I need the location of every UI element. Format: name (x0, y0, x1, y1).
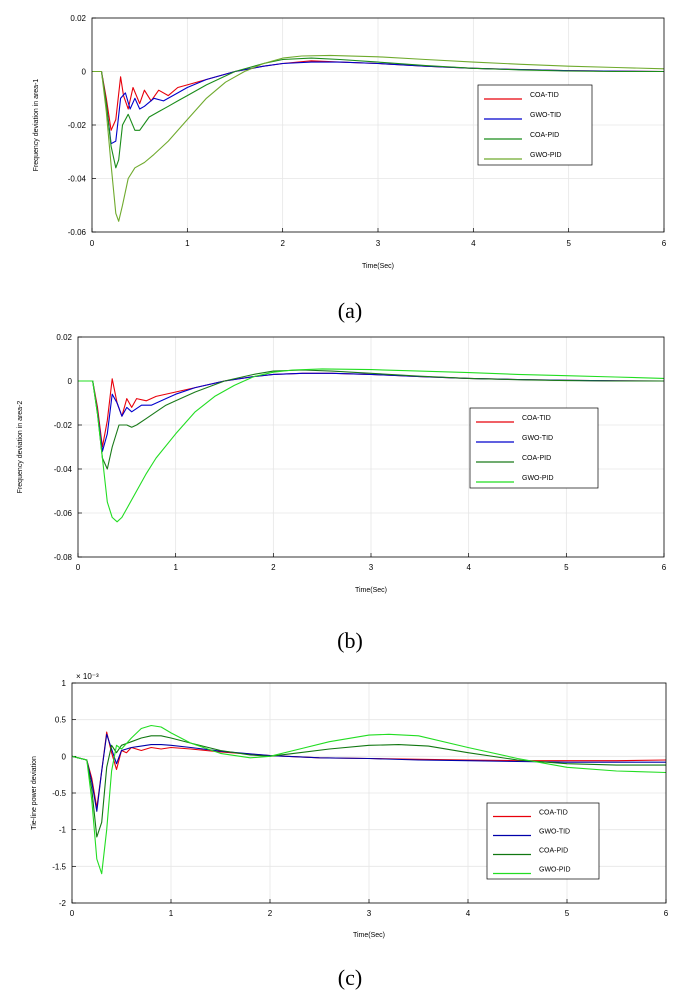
legend-box (477, 84, 593, 166)
legend-entry: GWO-PID (522, 475, 554, 482)
series-line-gwo-pid (78, 368, 664, 523)
x-tick-label: 2 (268, 909, 273, 918)
y-tick-label: -0.06 (54, 509, 73, 518)
series-line-gwo-pid (92, 54, 664, 222)
y-tick-label: 0 (82, 68, 87, 77)
legend-box (486, 802, 600, 880)
y-tick-label: 0 (62, 752, 67, 761)
series-line-coa-pid (78, 369, 664, 470)
panel-sub-label: (a) (338, 298, 362, 323)
plot-frame (71, 682, 667, 904)
plot-frame (91, 17, 665, 233)
chart-panel-1: 0 1 2 3 4 5 6 0.02 0 -0.02 -0.04 -0.06 Time(Sec) Freq… (33, 14, 667, 323)
x-tick-label: 6 (662, 239, 667, 248)
x-tick-label: 2 (271, 563, 276, 572)
chart-panel-3: 0 1 2 3 4 5 6 1 0.5 0 -0.5 -1 -1.5 -2 Time(Sec) Tie-lin… (31, 672, 669, 990)
panel-sub-label: (b) (337, 628, 363, 653)
x-tick-label: 0 (90, 239, 95, 248)
y-tick-label: 0.5 (55, 716, 67, 725)
chart-panel-2: 0 1 2 3 4 5 6 0.02 0 -0.02 -0.04 -0.06 -0.08 Time(Sec… (17, 333, 667, 653)
legend: COA-TID GWO-TID COA-PID GWO-PID (486, 802, 600, 880)
x-tick-label: 1 (169, 909, 174, 918)
x-tick-label: 5 (566, 239, 571, 248)
series-line-gwo-tid (72, 733, 666, 812)
y-tick-label: -0.08 (54, 553, 73, 562)
y-axis-label: Frequency deviation in area-1 (33, 79, 40, 172)
y-tick-label: 0.02 (56, 333, 72, 342)
y-tick-label: -0.02 (54, 421, 73, 430)
y-tick-label: -2 (59, 899, 67, 908)
legend-entry: GWO-TID (530, 112, 561, 119)
y-tick-label: 1 (62, 679, 67, 688)
x-tick-label: 4 (471, 239, 476, 248)
panel-sub-label: (c) (338, 965, 362, 990)
y-tick-label: -0.02 (68, 121, 87, 130)
x-tick-label: 6 (662, 563, 667, 572)
x-axis-label: Time(Sec) (362, 263, 394, 270)
y-axis-label: Tie-line power deviation (31, 756, 38, 830)
legend-entry: COA-TID (530, 92, 559, 99)
y-axis-label: Frequency deviation in area-2 (17, 401, 24, 494)
legend-entry: COA-TID (522, 415, 551, 422)
x-tick-label: 0 (76, 563, 81, 572)
x-tick-label: 5 (565, 909, 570, 918)
plot-frame (77, 336, 665, 558)
x-tick-label: 0 (70, 909, 75, 918)
x-tick-label: 3 (369, 563, 374, 572)
series-line-gwo-pid (72, 724, 666, 875)
x-tick-label: 6 (664, 909, 669, 918)
legend-box (469, 407, 599, 489)
x-tick-label: 1 (173, 563, 178, 572)
x-axis-label: Time(Sec) (355, 587, 387, 594)
legend-entry: COA-PID (530, 132, 559, 139)
legend: COA-TID GWO-TID COA-PID GWO-PID (477, 84, 593, 166)
x-tick-label: 3 (376, 239, 381, 248)
y-tick-label: 0 (68, 377, 73, 386)
series-line-coa-pid (72, 735, 666, 838)
x-tick-label: 3 (367, 909, 372, 918)
y-tick-label: -1.5 (52, 862, 66, 871)
x-axis-label: Time(Sec) (353, 932, 385, 939)
axis-scale-note: × 10⁻³ (76, 672, 99, 681)
y-tick-label: -0.06 (68, 228, 87, 237)
legend-entry: GWO-TID (539, 829, 570, 836)
y-tick-label: -0.5 (52, 789, 66, 798)
x-tick-label: 2 (280, 239, 285, 248)
legend-entry: COA-PID (522, 455, 551, 462)
y-tick-label: -0.04 (54, 465, 73, 474)
legend-entry: GWO-PID (539, 867, 571, 874)
y-tick-label: 0.02 (70, 14, 86, 23)
legend-entry: COA-PID (539, 848, 568, 855)
x-tick-label: 4 (466, 563, 471, 572)
legend-entry: COA-TID (539, 810, 568, 817)
y-tick-label: -0.04 (68, 175, 87, 184)
legend-entry: GWO-PID (530, 152, 562, 159)
x-tick-label: 5 (564, 563, 569, 572)
y-tick-label: -1 (59, 826, 67, 835)
legend: COA-TID GWO-TID COA-PID GWO-PID (469, 407, 599, 489)
x-tick-label: 1 (185, 239, 190, 248)
series-line-coa-pid (92, 57, 664, 169)
legend-entry: GWO-TID (522, 435, 553, 442)
x-tick-label: 4 (466, 909, 471, 918)
